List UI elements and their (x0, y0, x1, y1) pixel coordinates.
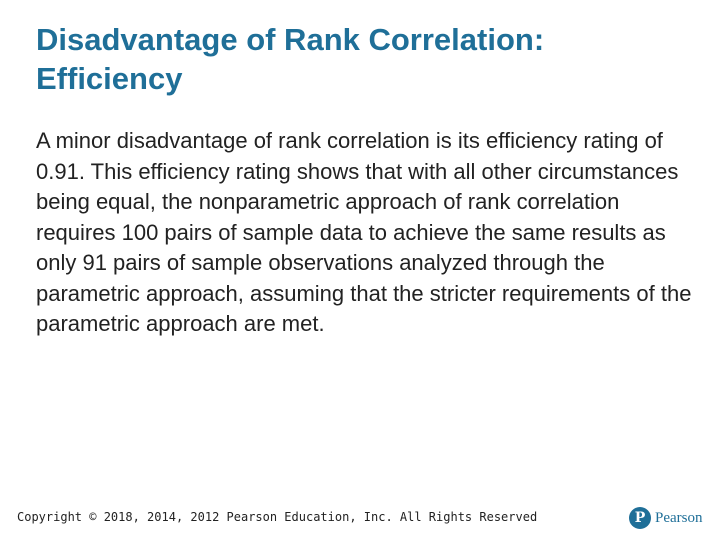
pearson-logo-icon: P (629, 507, 651, 529)
slide-title: Disadvantage of Rank Correlation: Effici… (36, 22, 545, 96)
copyright-notice: Copyright © 2018, 2014, 2012 Pearson Edu… (17, 510, 538, 524)
brand-name: Pearson (655, 510, 703, 526)
pearson-logo: P Pearson (629, 505, 703, 531)
slide-body: A minor disadvantage of rank correlation… (36, 128, 692, 336)
